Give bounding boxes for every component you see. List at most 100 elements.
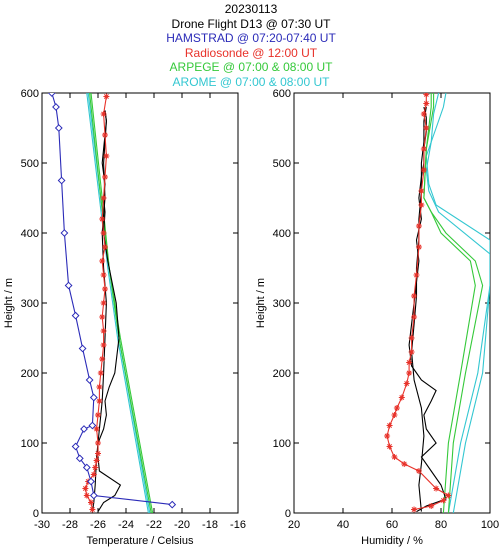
- radiosonde-point: [100, 195, 107, 201]
- x-tick-label: -30: [34, 519, 50, 531]
- series-line: [423, 93, 476, 513]
- hamstrad-point: [168, 500, 177, 509]
- hamstrad-point: [71, 311, 80, 320]
- hamstrad-legend: HAMSTRAD @ 07:20-07:40 UT: [166, 31, 336, 45]
- radiosonde-point: [89, 506, 96, 513]
- hamstrad-point: [47, 93, 56, 97]
- hamstrad-point: [78, 344, 87, 353]
- radiosonde-point: [428, 503, 435, 509]
- y-tick-label: 100: [21, 438, 39, 450]
- x-tick-label: 80: [435, 519, 447, 531]
- radiosonde-point: [440, 497, 447, 504]
- series-line: [90, 93, 154, 513]
- series-line: [97, 110, 122, 512]
- radiosonde-point: [93, 457, 100, 464]
- y-tick-label: 300: [273, 298, 291, 310]
- hamstrad-point: [89, 393, 98, 402]
- y-tick-label: 200: [273, 368, 291, 380]
- x-tick-label: 100: [481, 519, 499, 531]
- x-tick-label: -20: [174, 519, 190, 531]
- radiosonde-point: [423, 100, 430, 107]
- radiosonde-point: [384, 433, 391, 439]
- radiosonde-point: [415, 244, 422, 250]
- radiosonde-point: [95, 412, 101, 418]
- x-tick-label: 20: [288, 519, 300, 531]
- radiosonde-point: [393, 405, 400, 411]
- x-tick-label: 60: [386, 519, 398, 531]
- hamstrad-point: [89, 491, 98, 500]
- radiosonde-point: [386, 422, 393, 429]
- radiosonde-point: [100, 342, 107, 348]
- radiosonde-point: [93, 426, 100, 432]
- radiosonde-point: [423, 125, 430, 131]
- hamstrad-point: [71, 442, 80, 451]
- radiosonde-point: [386, 443, 393, 450]
- radiosonde-point: [95, 450, 101, 457]
- radiosonde-point: [100, 111, 107, 117]
- radiosonde-point: [415, 223, 422, 229]
- y-tick-label: 400: [273, 228, 291, 240]
- radiosonde-point: [99, 356, 106, 362]
- radiosonde-point: [82, 485, 89, 492]
- radiosonde-point: [420, 111, 427, 117]
- radiosonde-point: [88, 499, 94, 506]
- date-title: 20230113: [224, 2, 278, 16]
- y-tick-label: 0: [285, 508, 291, 520]
- radiosonde-point: [408, 349, 415, 355]
- temperature-panel: -30 -28 -26 -24 -22 -20 -18 -16 0 100 200 300 400 500…: [3, 88, 246, 547]
- y-tick-label: 200: [21, 368, 39, 380]
- radiosonde-point: [423, 93, 430, 98]
- y-tick-label: 600: [21, 88, 39, 100]
- y-axis-label: Height / m: [255, 278, 267, 328]
- radiosonde-point: [96, 384, 103, 390]
- y-tick-label: 100: [273, 438, 291, 450]
- x-tick-label: -22: [146, 519, 162, 531]
- x-tick-label: -18: [202, 519, 218, 531]
- temperature-plot-area: [47, 93, 177, 513]
- series-line: [89, 93, 152, 513]
- hamstrad-point: [57, 176, 66, 185]
- radiosonde-point: [102, 132, 108, 138]
- radiosonde-point: [83, 492, 90, 499]
- radiosonde-point: [413, 272, 420, 278]
- radiosonde-point: [411, 293, 418, 299]
- hamstrad-point: [82, 463, 91, 472]
- radiosonde-point: [401, 461, 408, 467]
- y-tick-label: 0: [33, 508, 39, 520]
- radiosonde-point: [418, 202, 425, 208]
- radiosonde-point: [391, 412, 398, 418]
- radiosonde-point: [99, 258, 106, 264]
- hamstrad-point: [54, 124, 63, 132]
- series-line: [425, 93, 490, 513]
- series-line: [423, 93, 484, 513]
- radiosonde-point: [96, 398, 103, 404]
- radiosonde-point: [403, 380, 410, 387]
- humidity-frame: [293, 92, 491, 514]
- radiosonde-point: [391, 454, 398, 460]
- radiosonde-point: [420, 146, 427, 152]
- x-axis-label: Temperature / Celsius: [87, 535, 194, 547]
- x-tick-label: -16: [230, 519, 246, 531]
- radiosonde-point: [99, 216, 106, 222]
- radiosonde-point: [418, 188, 425, 194]
- radiosonde-point: [90, 471, 97, 478]
- radiosonde-point: [415, 468, 422, 474]
- radiosonde-point: [102, 174, 108, 180]
- x-tick-label: -28: [62, 519, 78, 531]
- radiosonde-point: [433, 485, 440, 492]
- series-line: [86, 93, 149, 513]
- radiosonde-point: [408, 335, 415, 341]
- series-line: [91, 110, 107, 512]
- radiosonde-point: [406, 359, 413, 366]
- hamstrad-point: [75, 454, 84, 463]
- series-line: [408, 106, 447, 513]
- radiosonde-point: [102, 286, 108, 292]
- radiosonde-point: [100, 328, 107, 334]
- hamstrad-point: [52, 103, 60, 111]
- arpege-legend: ARPEGE @ 07:00 & 08:00 UT: [169, 60, 333, 74]
- y-axis-label: Height / m: [3, 278, 15, 328]
- x-axis-label: Humidity / %: [361, 535, 423, 547]
- y-tick-label: 500: [21, 158, 39, 170]
- radiosonde-point: [99, 314, 106, 320]
- radiosonde-point: [97, 370, 104, 376]
